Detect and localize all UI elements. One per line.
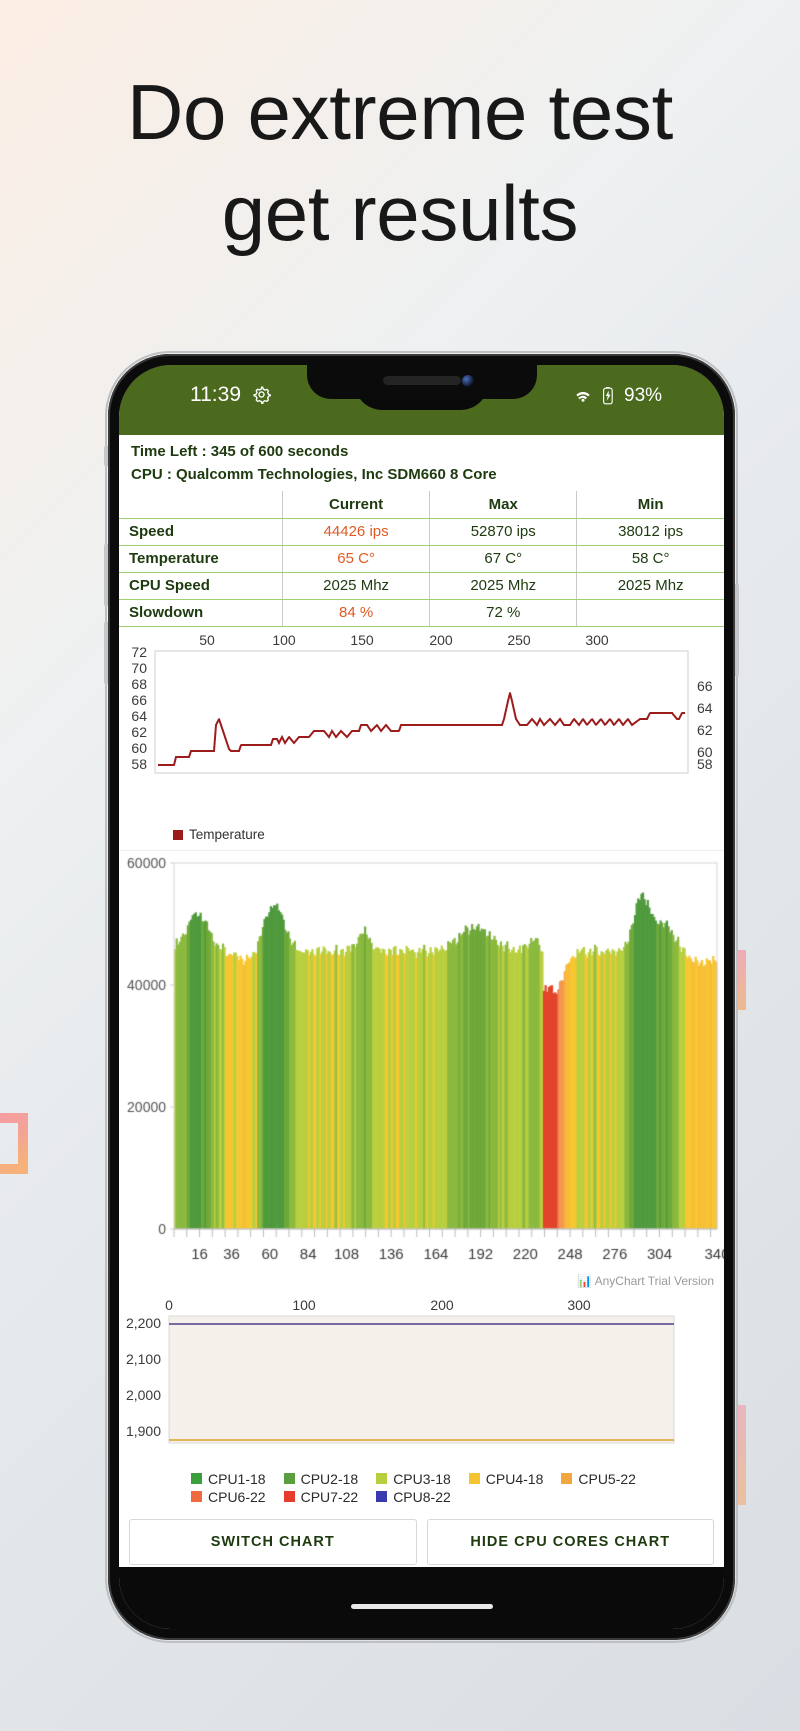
svg-text:200: 200 [430,1298,454,1313]
svg-text:300: 300 [585,633,609,648]
svg-text:64: 64 [131,708,147,724]
svg-text:50: 50 [199,633,215,648]
svg-text:58: 58 [131,756,147,772]
svg-text:300: 300 [567,1298,591,1313]
svg-text:200: 200 [429,633,453,648]
svg-text:58: 58 [697,756,713,772]
svg-text:62: 62 [697,722,713,738]
svg-text:66: 66 [697,678,713,694]
svg-text:150: 150 [350,633,374,648]
svg-text:64: 64 [697,700,713,716]
svg-text:66: 66 [131,692,147,708]
svg-text:100: 100 [272,633,296,648]
svg-text:68: 68 [131,676,147,692]
svg-text:2,000: 2,000 [126,1387,161,1403]
svg-text:2,100: 2,100 [126,1351,161,1367]
svg-text:2,200: 2,200 [126,1315,161,1331]
svg-text:60: 60 [131,740,147,756]
svg-text:100: 100 [292,1298,316,1313]
svg-text:72: 72 [131,644,147,660]
svg-text:62: 62 [131,724,147,740]
svg-text:70: 70 [131,660,147,676]
svg-text:1,900: 1,900 [126,1423,161,1439]
svg-text:0: 0 [165,1298,173,1313]
svg-text:250: 250 [507,633,531,648]
